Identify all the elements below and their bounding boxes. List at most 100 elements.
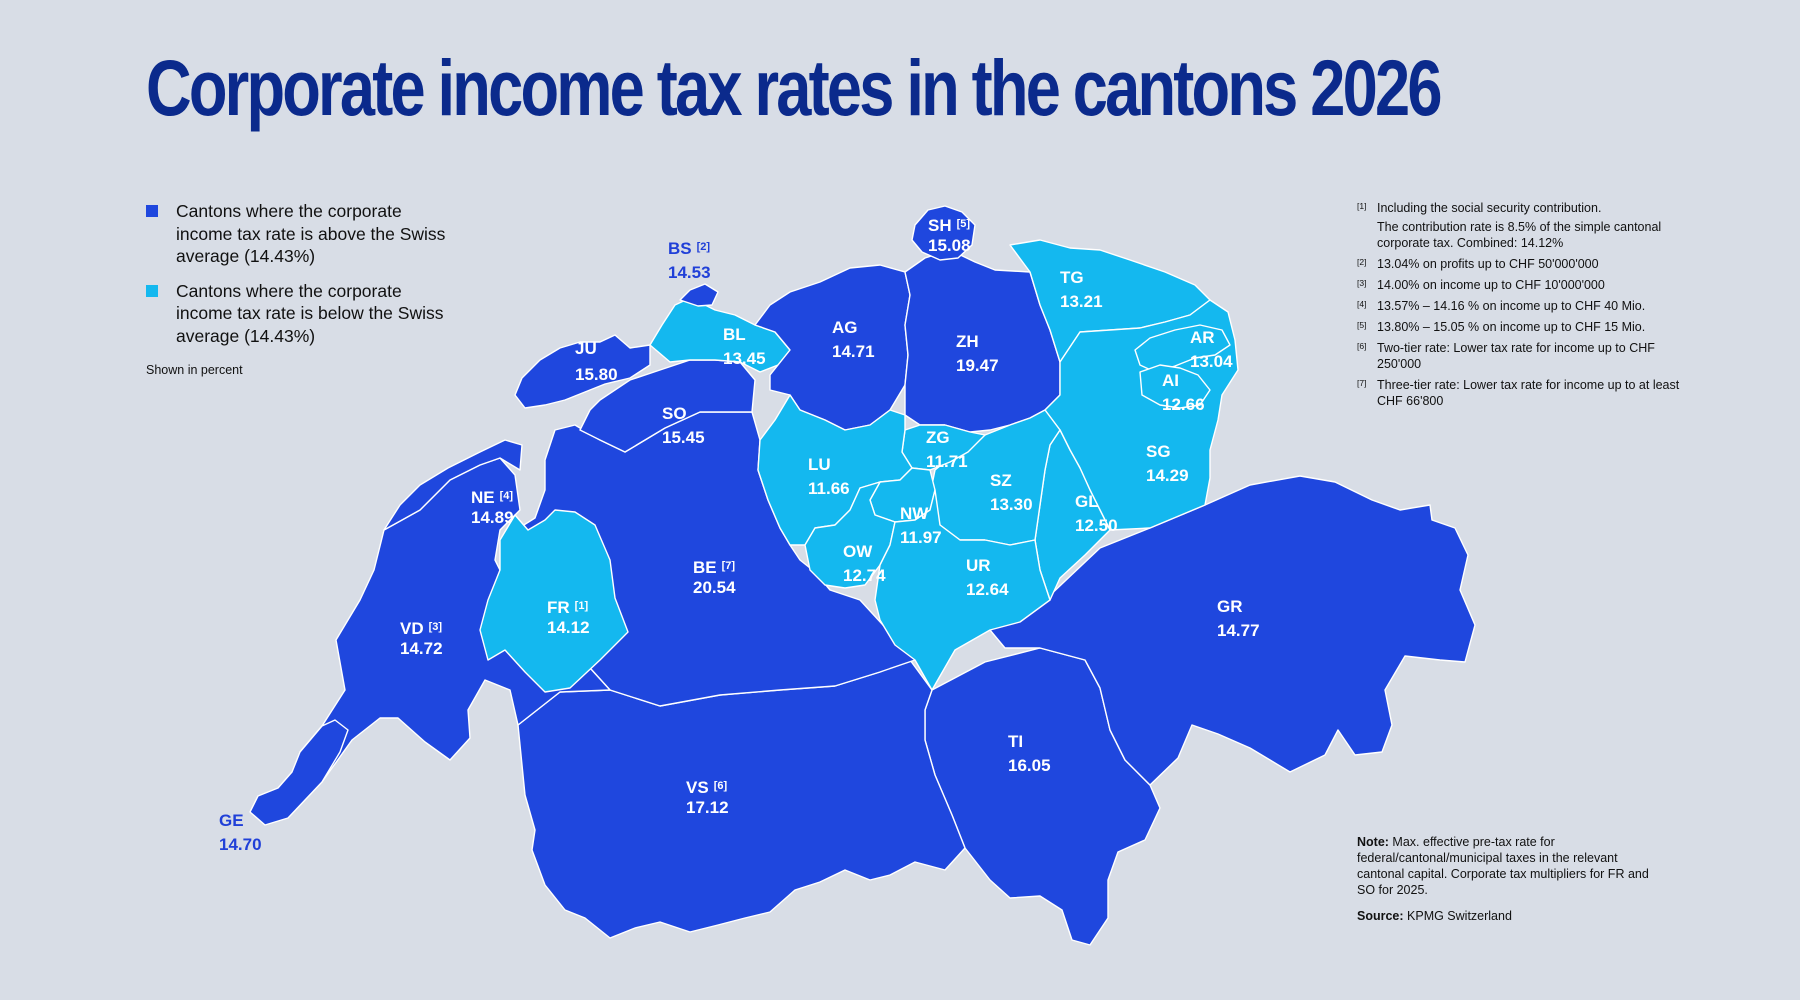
canton-label-BS: BS [2] 14.53 <box>668 239 711 282</box>
footnote-4: [4] 13.57% – 14.16 % on income up to CHF … <box>1357 298 1687 314</box>
canton-labels: BS [2] 14.53 SH [5] 15.08 JU 15.80 BL 13.45 AG… <box>219 216 1260 854</box>
canton-ref-VS: [6] <box>714 780 728 792</box>
canton-label-SO: SO 15.45 <box>662 404 705 447</box>
canton-shape-GR <box>989 475 1476 786</box>
canton-label-VS: VS [6] 17.12 <box>686 778 729 817</box>
footnote-2: [2] 13.04% on profits up to CHF 50'000'00… <box>1357 256 1687 272</box>
canton-value-AI: 12.66 <box>1162 395 1205 414</box>
canton-code-NE: NE <box>471 488 495 507</box>
canton-label-ZH: ZH 19.47 <box>956 332 999 375</box>
legend-item-below: Cantons where the corporate income tax r… <box>146 280 446 348</box>
canton-value-VD: 14.72 <box>400 639 443 658</box>
canton-code-GR: GR <box>1217 597 1243 616</box>
canton-value-AG: 14.71 <box>832 342 875 361</box>
canton-value-TI: 16.05 <box>1008 756 1051 775</box>
footnote-mark: [6] <box>1357 341 1367 351</box>
footnote-1: [1] Including the social security contrib… <box>1357 200 1687 216</box>
canton-label-SZ: SZ 13.30 <box>990 471 1033 514</box>
source-text: KPMG Switzerland <box>1403 909 1512 923</box>
canton-shape-JU <box>514 334 651 409</box>
source: Source: KPMG Switzerland <box>1357 909 1512 923</box>
canton-ref-FR: [1] <box>575 600 589 612</box>
footnote-3: [3] 14.00% on income up to CHF 10'000'000 <box>1357 277 1687 293</box>
canton-label-ZG: ZG 11.71 <box>926 428 968 471</box>
canton-code-TI: TI <box>1008 732 1023 751</box>
canton-value-GE: 14.70 <box>219 835 262 854</box>
canton-label-LU: LU 11.66 <box>808 455 850 498</box>
canton-value-SH: 15.08 <box>928 236 971 255</box>
canton-value-BE: 20.54 <box>693 578 736 597</box>
canton-value-BS: 14.53 <box>668 263 711 282</box>
footnote-mark: [3] <box>1357 278 1367 288</box>
canton-value-NE: 14.89 <box>471 508 514 527</box>
canton-label-AI: AI 12.66 <box>1162 371 1205 414</box>
legend-label-below: Cantons where the corporate income tax r… <box>176 280 444 346</box>
canton-value-ZH: 19.47 <box>956 356 999 375</box>
canton-value-JU: 15.80 <box>575 365 618 384</box>
footnote-7: [7] Three-tier rate: Lower tax rate for i… <box>1357 377 1687 409</box>
canton-ref-NE: [4] <box>500 490 514 502</box>
canton-value-GR: 14.77 <box>1217 621 1260 640</box>
canton-label-OW: OW 12.74 <box>843 542 886 585</box>
canton-code-BE: BE <box>693 558 717 577</box>
footnote-mark: [7] <box>1357 378 1367 388</box>
canton-shape-VS <box>517 659 966 939</box>
canton-label-JU: JU 15.80 <box>575 339 618 384</box>
canton-ref-BE: [7] <box>722 560 736 572</box>
canton-code-LU: LU <box>808 455 831 474</box>
canton-label-NE: NE [4] 14.89 <box>471 488 514 527</box>
footnote-mark: [2] <box>1357 257 1367 267</box>
canton-code-FR: FR <box>547 598 570 617</box>
canton-value-SO: 15.45 <box>662 428 705 447</box>
canton-label-GL: GL 12.50 <box>1075 492 1118 535</box>
canton-label-TI: TI 16.05 <box>1008 732 1051 775</box>
canton-label-AR: AR 13.04 <box>1190 328 1233 371</box>
footnote-5: [5] 13.80% – 15.05 % on income up to CHF … <box>1357 319 1687 335</box>
canton-code-NW: NW <box>900 504 929 523</box>
canton-code-VD: VD <box>400 619 424 638</box>
canton-label-BE: BE [7] 20.54 <box>693 558 736 597</box>
legend-swatch-below <box>146 284 158 297</box>
canton-code-AG: AG <box>832 318 858 337</box>
canton-code-GL: GL <box>1075 492 1099 511</box>
footnote-text: Three-tier rate: Lower tax rate for inco… <box>1377 378 1680 408</box>
canton-code-SO: SO <box>662 404 687 423</box>
canton-code-OW: OW <box>843 542 873 561</box>
canton-value-SZ: 13.30 <box>990 495 1033 514</box>
unit-note: Shown in percent <box>146 363 243 377</box>
canton-value-FR: 14.12 <box>547 618 590 637</box>
canton-code-SH: SH <box>928 216 952 235</box>
legend-item-above: Cantons where the corporate income tax r… <box>146 200 446 268</box>
canton-shape-SO <box>579 359 756 453</box>
canton-label-VD: VD [3] 14.72 <box>400 619 443 658</box>
canton-code-SZ: SZ <box>990 471 1012 490</box>
canton-value-OW: 12.74 <box>843 566 886 585</box>
canton-code-ZG: ZG <box>926 428 950 447</box>
footnote-text: Two-tier rate: Lower tax rate for income… <box>1377 341 1655 371</box>
canton-label-NW: NW 11.97 <box>900 504 942 547</box>
legend: Cantons where the corporate income tax r… <box>146 200 446 377</box>
canton-shape-BS <box>679 283 719 307</box>
footnote-text: 14.00% on income up to CHF 10'000'000 <box>1377 278 1605 292</box>
canton-code-BS: BS <box>668 239 692 258</box>
canton-shapes <box>249 205 1476 946</box>
canton-value-UR: 12.64 <box>966 580 1009 599</box>
canton-label-GE: GE 14.70 <box>219 811 262 854</box>
footnote-text: 13.80% – 15.05 % on income up to CHF 15 … <box>1377 320 1646 334</box>
footnote-6: [6] Two-tier rate: Lower tax rate for inc… <box>1357 340 1687 372</box>
canton-code-UR: UR <box>966 556 991 575</box>
canton-label-FR: FR [1] 14.12 <box>547 598 590 637</box>
canton-shape-OW <box>804 481 896 589</box>
canton-label-TG: TG 13.21 <box>1060 268 1103 311</box>
footnote-1-sub: The contribution rate is 8.5% of the sim… <box>1377 220 1662 250</box>
canton-ref-BS: [2] <box>697 241 711 253</box>
canton-shape-SH <box>911 205 976 261</box>
canton-code-GE: GE <box>219 811 244 830</box>
footnote-mark: [4] <box>1357 299 1367 309</box>
canton-label-BL: BL 13.45 <box>723 325 766 368</box>
note-label: Note: <box>1357 835 1389 849</box>
canton-value-TG: 13.21 <box>1060 292 1103 311</box>
canton-shape-AI <box>1139 364 1211 409</box>
canton-code-ZH: ZH <box>956 332 979 351</box>
